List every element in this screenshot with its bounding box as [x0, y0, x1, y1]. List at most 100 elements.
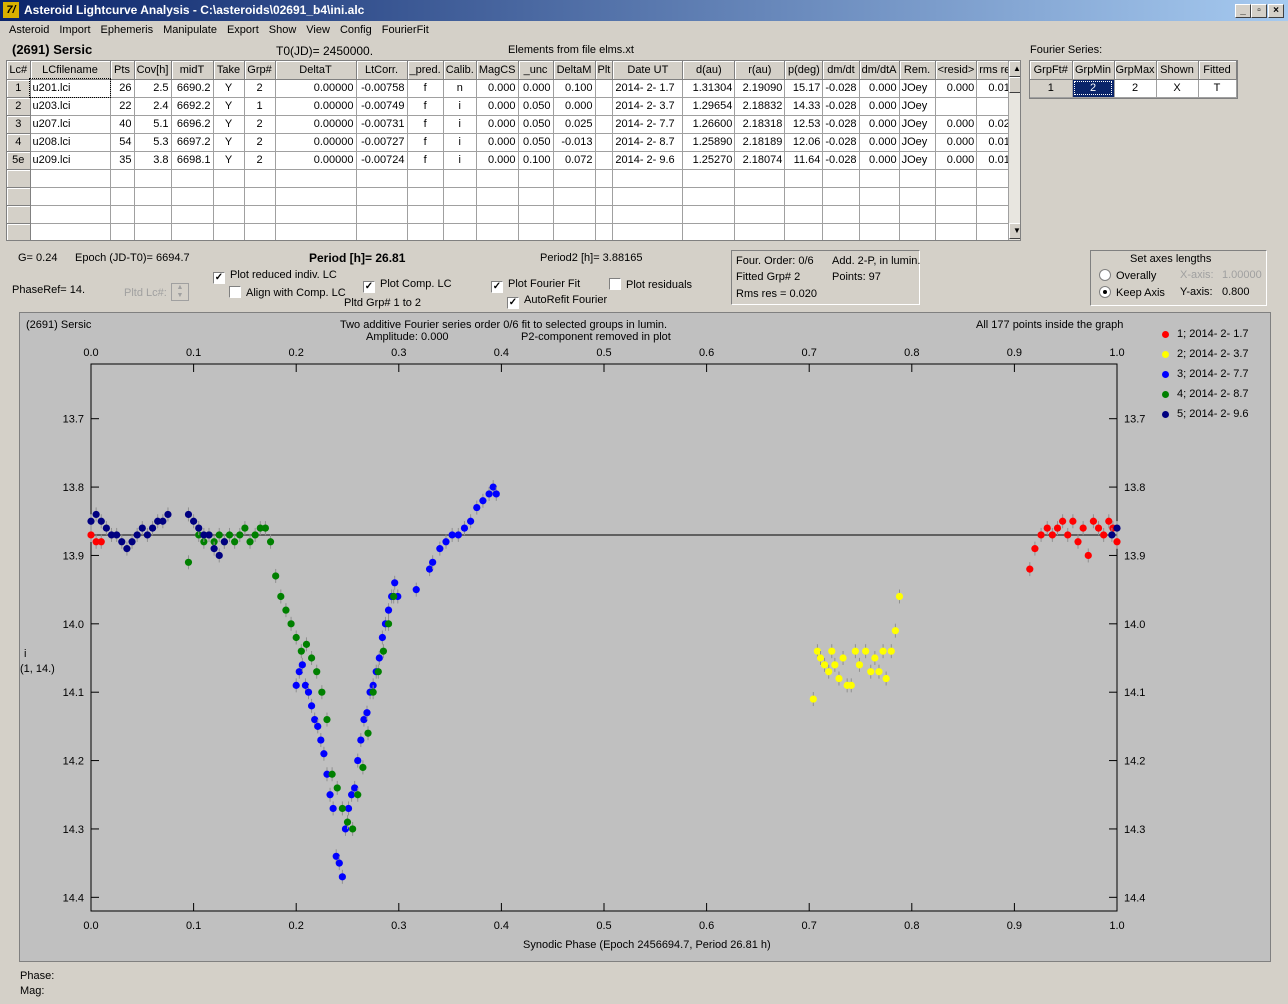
table-cell[interactable]: 12.53: [784, 115, 824, 134]
table-cell[interactable]: 2.18832: [734, 97, 786, 116]
table-cell[interactable]: [407, 187, 444, 206]
table-cell[interactable]: -0.028: [822, 79, 860, 98]
table-cell[interactable]: 15.17: [784, 79, 824, 98]
table-row[interactable]: 3 u207.lci 40 5.1 6696.2 Y 2 0.00000 -0.00731 f i 0…: [7, 115, 1019, 134]
fourier-cell-grpft[interactable]: 1: [1030, 79, 1073, 98]
fourier-cell-grpmin[interactable]: 2: [1072, 79, 1115, 98]
table-row[interactable]: 1 u201.lci 26 2.5 6690.2 Y 2 0.00000 -0.00758 f n 0…: [7, 78, 1019, 98]
table-cell[interactable]: [30, 187, 111, 206]
table-cell[interactable]: [476, 205, 519, 224]
autorefit-checkbox[interactable]: ✓ AutoRefit Fourier: [507, 294, 607, 309]
table-cell[interactable]: [682, 223, 736, 240]
table-cell[interactable]: [734, 169, 786, 188]
table-cell[interactable]: [612, 187, 684, 206]
table-cell[interactable]: [518, 187, 554, 206]
fourier-cell-fitted[interactable]: T: [1198, 79, 1237, 98]
table-cell[interactable]: i: [443, 115, 477, 134]
table-cell[interactable]: [734, 187, 786, 206]
table-cell[interactable]: f: [407, 79, 444, 98]
table-cell[interactable]: f: [407, 133, 444, 152]
table-cell[interactable]: -0.028: [822, 97, 860, 116]
table-cell[interactable]: i: [443, 133, 477, 152]
table-cell[interactable]: [110, 169, 135, 188]
table-cell[interactable]: 35: [110, 151, 135, 170]
table-cell[interactable]: i: [443, 97, 477, 116]
menu-fourierfit[interactable]: FourierFit: [381, 24, 429, 36]
table-cell[interactable]: 0.100: [518, 151, 554, 170]
lc-col-header[interactable]: p(deg): [784, 61, 824, 80]
table-cell[interactable]: 0.000: [859, 151, 900, 170]
table-cell[interactable]: 6696.2: [171, 115, 214, 134]
table-cell[interactable]: [859, 187, 900, 206]
table-cell[interactable]: [595, 205, 614, 224]
empty-table-row[interactable]: [7, 205, 1019, 224]
table-cell[interactable]: u203.lci: [30, 97, 111, 116]
table-cell[interactable]: n: [443, 79, 477, 98]
scroll-up-icon[interactable]: ▲: [1009, 61, 1020, 77]
table-cell[interactable]: [171, 223, 214, 240]
table-cell[interactable]: [213, 223, 245, 240]
row-header[interactable]: 5e: [7, 151, 31, 170]
table-cell[interactable]: [213, 205, 245, 224]
table-cell[interactable]: 2.4: [134, 97, 172, 116]
table-cell[interactable]: 2.19090: [734, 79, 786, 98]
table-cell[interactable]: [134, 187, 172, 206]
table-cell[interactable]: [134, 205, 172, 224]
table-cell[interactable]: u207.lci: [30, 115, 111, 134]
table-cell[interactable]: [899, 169, 936, 188]
table-cell[interactable]: 0.000: [859, 115, 900, 134]
table-cell[interactable]: [553, 169, 596, 188]
plot-residuals-checkbox[interactable]: Plot residuals: [609, 278, 692, 291]
table-cell[interactable]: [518, 169, 554, 188]
table-cell[interactable]: [476, 169, 519, 188]
table-cell[interactable]: [244, 223, 276, 240]
table-cell[interactable]: -0.028: [822, 151, 860, 170]
table-cell[interactable]: 2014- 2- 8.7: [612, 133, 684, 152]
fourier-col-header[interactable]: GrpMax: [1114, 61, 1157, 80]
menu-ephemeris[interactable]: Ephemeris: [100, 24, 154, 36]
table-cell[interactable]: [244, 205, 276, 224]
table-cell[interactable]: 0.000: [476, 133, 519, 152]
table-cell[interactable]: [935, 97, 978, 116]
table-cell[interactable]: [443, 223, 477, 240]
fourier-table[interactable]: GrpFt# GrpMin GrpMax Shown Fitted 1 2 2 …: [1029, 60, 1238, 99]
table-cell[interactable]: 6692.2: [171, 97, 214, 116]
table-cell[interactable]: [407, 169, 444, 188]
table-cell[interactable]: [7, 169, 31, 188]
table-cell[interactable]: 0.050: [518, 133, 554, 152]
lightcurve-plot-area[interactable]: (2691) Sersic Two additive Fourier serie…: [19, 312, 1271, 962]
plot-fourier-checkbox[interactable]: ✓ Plot Fourier Fit: [491, 278, 580, 293]
table-cell[interactable]: f: [407, 97, 444, 116]
table-cell[interactable]: f: [407, 115, 444, 134]
table-cell[interactable]: 2014- 2- 7.7: [612, 115, 684, 134]
fourier-col-header[interactable]: Shown: [1156, 61, 1199, 80]
table-cell[interactable]: [171, 169, 214, 188]
table-cell[interactable]: 2014- 2- 9.6: [612, 151, 684, 170]
lc-col-header[interactable]: MagCS: [476, 61, 519, 80]
table-cell[interactable]: [859, 205, 900, 224]
table-cell[interactable]: [443, 169, 477, 188]
table-cell[interactable]: JOey: [899, 133, 936, 152]
table-cell[interactable]: -0.00727: [356, 133, 408, 152]
table-cell[interactable]: [518, 223, 554, 240]
table-cell[interactable]: [784, 223, 824, 240]
table-cell[interactable]: [30, 223, 111, 240]
table-cell[interactable]: JOey: [899, 151, 936, 170]
table-cell[interactable]: JOey: [899, 115, 936, 134]
fourier-cell-grpmax[interactable]: 2: [1114, 79, 1157, 98]
table-cell[interactable]: -0.00758: [356, 79, 408, 98]
table-cell[interactable]: [784, 187, 824, 206]
table-cell[interactable]: [822, 223, 860, 240]
row-header[interactable]: 1: [7, 79, 31, 98]
keep-axis-radio[interactable]: Keep Axis: [1099, 286, 1165, 299]
table-cell[interactable]: [822, 187, 860, 206]
table-cell[interactable]: 0.100: [553, 79, 596, 98]
fourier-cell-shown[interactable]: X: [1156, 79, 1199, 98]
table-cell[interactable]: [7, 223, 31, 240]
table-cell[interactable]: Y: [213, 151, 245, 170]
table-cell[interactable]: 2.18189: [734, 133, 786, 152]
lc-col-header[interactable]: dm/dtA: [859, 61, 900, 80]
table-cell[interactable]: 6698.1: [171, 151, 214, 170]
table-cell[interactable]: [110, 205, 135, 224]
table-cell[interactable]: 1: [244, 97, 276, 116]
